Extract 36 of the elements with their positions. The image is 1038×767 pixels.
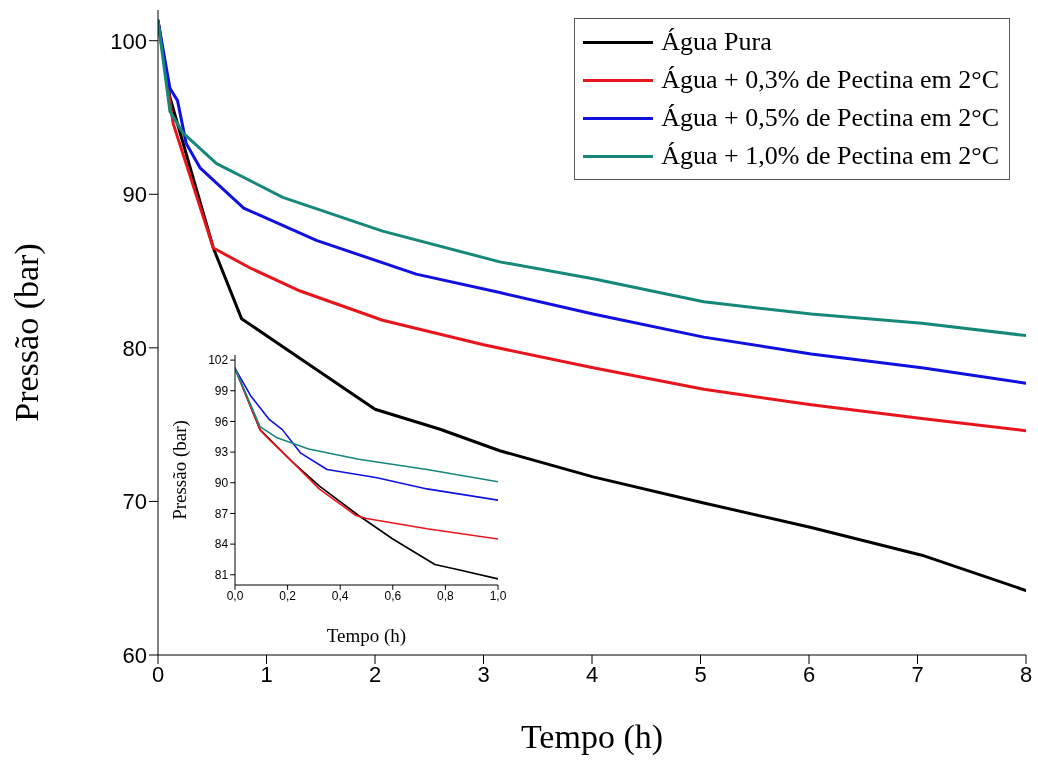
legend-label: Água Pura bbox=[661, 27, 772, 57]
y-tick-label: 102 bbox=[208, 353, 229, 368]
y-tick-label: 93 bbox=[214, 445, 229, 460]
y-axis-title: Pressão (bar) bbox=[8, 243, 47, 422]
legend-label: Água + 0,3% de Pectina em 2°C bbox=[661, 65, 999, 95]
x-tick-label: 0,6 bbox=[384, 589, 402, 604]
x-tick-label: 0,2 bbox=[279, 589, 297, 604]
y-axis-title: Pressão (bar) bbox=[168, 420, 191, 520]
x-tick-label: 6 bbox=[802, 661, 816, 687]
x-tick-label: 0,4 bbox=[331, 589, 349, 604]
x-tick-label: 3 bbox=[477, 661, 490, 687]
y-tick-label: 70 bbox=[122, 489, 147, 515]
y-tick-label: 90 bbox=[214, 476, 229, 491]
x-tick-label: 0,8 bbox=[437, 589, 455, 604]
x-tick-label: 4 bbox=[585, 661, 599, 687]
y-tick-label: 96 bbox=[214, 414, 229, 429]
y-tick-label: 90 bbox=[122, 182, 147, 208]
y-tick-label: 81 bbox=[214, 568, 229, 583]
x-tick-label: 1,0 bbox=[489, 589, 507, 604]
y-tick-label: 100 bbox=[110, 28, 147, 54]
y-tick-label: 80 bbox=[122, 335, 147, 361]
y-tick-label: 87 bbox=[214, 506, 229, 521]
x-tick-label: 0 bbox=[151, 661, 165, 687]
y-tick-label: 99 bbox=[214, 384, 229, 399]
x-axis-title: Tempo (h) bbox=[326, 625, 407, 647]
x-tick-label: 0,0 bbox=[226, 589, 244, 604]
x-tick-label: 2 bbox=[368, 661, 382, 687]
y-tick-label: 84 bbox=[214, 537, 229, 552]
y-tick-label: 60 bbox=[122, 642, 147, 668]
x-tick-label: 1 bbox=[260, 661, 273, 687]
x-tick-label: 8 bbox=[1019, 661, 1033, 687]
legend-label: Água + 1,0% de Pectina em 2°C bbox=[661, 141, 999, 171]
x-tick-label: 7 bbox=[911, 661, 924, 687]
x-axis-title: Tempo (h) bbox=[520, 718, 664, 756]
legend-label: Água + 0,5% de Pectina em 2°C bbox=[661, 103, 999, 133]
x-tick-label: 5 bbox=[694, 661, 707, 687]
